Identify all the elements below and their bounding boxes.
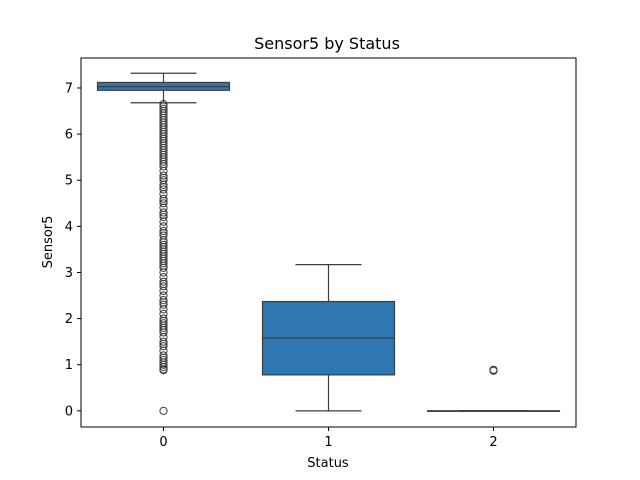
outlier-point bbox=[489, 365, 498, 374]
y-tick-label: 2 bbox=[65, 312, 73, 327]
outlier-point bbox=[159, 263, 168, 272]
outlier-point bbox=[159, 199, 168, 208]
x-tick-label: 2 bbox=[489, 435, 497, 450]
outlier-point bbox=[159, 194, 168, 203]
y-tick-label: 7 bbox=[65, 81, 73, 96]
outlier-point bbox=[159, 323, 168, 332]
outlier-point bbox=[159, 171, 168, 180]
outlier-point bbox=[159, 157, 168, 166]
x-tick-label: 1 bbox=[324, 435, 332, 450]
outlier-point bbox=[159, 342, 168, 351]
outlier-point bbox=[159, 180, 168, 189]
y-axis-label: Sensor5 bbox=[41, 216, 56, 269]
outlier-point bbox=[159, 406, 168, 415]
outlier-point bbox=[159, 208, 168, 217]
plot-area: 0 1 2 3 4 5 6 7 0 1 2 bbox=[65, 57, 577, 450]
outlier-point bbox=[159, 226, 168, 236]
y-tick-label: 5 bbox=[65, 174, 73, 189]
outlier-point bbox=[159, 282, 168, 291]
outlier-point bbox=[159, 328, 168, 337]
x-tick-label: 0 bbox=[159, 435, 167, 450]
outlier-point bbox=[159, 162, 168, 171]
outlier-point bbox=[159, 305, 168, 314]
y-tick-label: 1 bbox=[65, 358, 73, 373]
y-tick-label: 3 bbox=[65, 266, 73, 281]
outlier-point bbox=[159, 259, 168, 268]
outlier-point bbox=[159, 337, 168, 346]
outlier-point bbox=[159, 360, 168, 369]
x-axis-label: Status bbox=[307, 456, 349, 471]
outlier-point bbox=[159, 286, 168, 296]
outlier-point bbox=[159, 296, 168, 305]
outlier-point bbox=[159, 300, 168, 309]
chart-title: Sensor5 by Status bbox=[254, 34, 400, 53]
outlier-point bbox=[159, 277, 168, 286]
outlier-point bbox=[159, 217, 168, 226]
y-tick-label: 6 bbox=[65, 128, 73, 143]
y-tick-label: 0 bbox=[65, 404, 73, 419]
y-tick-label: 4 bbox=[65, 220, 73, 235]
outlier-point bbox=[159, 366, 168, 375]
outlier-point bbox=[159, 362, 168, 372]
outlier-point bbox=[159, 185, 168, 194]
outlier-point bbox=[159, 268, 168, 277]
outlier-point bbox=[159, 213, 168, 222]
